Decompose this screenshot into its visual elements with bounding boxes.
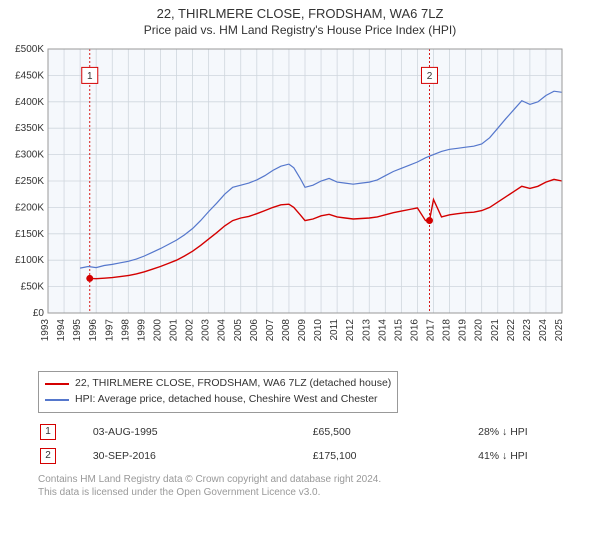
legend-label: HPI: Average price, detached house, Ches… [75, 392, 378, 408]
svg-text:2018: 2018 [442, 319, 453, 342]
attribution: Contains HM Land Registry data © Crown c… [38, 473, 592, 499]
svg-text:2004: 2004 [217, 319, 228, 342]
sale-price: £175,100 [313, 445, 476, 467]
svg-text:1999: 1999 [136, 319, 147, 342]
sale-date: 03-AUG-1995 [93, 421, 311, 443]
legend-swatch [45, 383, 69, 385]
svg-text:1994: 1994 [56, 319, 67, 342]
table-row: 2 30-SEP-2016£175,10041% ↓ HPI [40, 445, 590, 467]
legend-label: 22, THIRLMERE CLOSE, FRODSHAM, WA6 7LZ (… [75, 376, 391, 392]
svg-text:2020: 2020 [474, 319, 485, 342]
svg-text:1: 1 [87, 71, 93, 82]
svg-text:2008: 2008 [281, 319, 292, 342]
svg-text:£500K: £500K [15, 44, 44, 55]
svg-text:2001: 2001 [169, 319, 180, 342]
svg-text:2009: 2009 [297, 319, 308, 342]
sale-delta: 28% ↓ HPI [478, 421, 590, 443]
sales-table: 1 03-AUG-1995£65,50028% ↓ HPI 2 30-SEP-2016… [38, 419, 592, 469]
svg-text:2019: 2019 [458, 319, 469, 342]
svg-text:£450K: £450K [15, 70, 44, 81]
svg-text:2006: 2006 [249, 319, 260, 342]
svg-text:£100K: £100K [15, 255, 44, 266]
svg-text:£350K: £350K [15, 123, 44, 134]
svg-text:2013: 2013 [361, 319, 372, 342]
svg-text:2023: 2023 [522, 319, 533, 342]
svg-text:2: 2 [427, 71, 433, 82]
svg-text:2002: 2002 [185, 319, 196, 342]
svg-text:2017: 2017 [426, 319, 437, 342]
chart-svg: £0 £50K £100K £150K £200K £250K £300K £350K £400… [8, 43, 568, 363]
svg-text:£200K: £200K [15, 202, 44, 213]
svg-text:2014: 2014 [377, 319, 388, 342]
svg-text:£50K: £50K [21, 282, 45, 293]
legend: 22, THIRLMERE CLOSE, FRODSHAM, WA6 7LZ (… [38, 371, 398, 413]
svg-text:2022: 2022 [506, 319, 517, 342]
chart-area: £0 £50K £100K £150K £200K £250K £300K £350K £400… [8, 43, 592, 363]
svg-text:£150K: £150K [15, 229, 44, 240]
svg-text:2016: 2016 [409, 319, 420, 342]
attribution-line: This data is licensed under the Open Gov… [38, 486, 592, 499]
svg-text:£400K: £400K [15, 97, 44, 108]
chart-title: 22, THIRLMERE CLOSE, FRODSHAM, WA6 7LZ [8, 6, 592, 21]
svg-text:1996: 1996 [88, 319, 99, 342]
svg-text:1995: 1995 [72, 319, 83, 342]
svg-text:£300K: £300K [15, 150, 44, 161]
svg-text:2003: 2003 [201, 319, 212, 342]
legend-row: HPI: Average price, detached house, Ches… [45, 392, 391, 408]
svg-text:2000: 2000 [152, 319, 163, 342]
svg-text:1998: 1998 [120, 319, 131, 342]
svg-text:£0: £0 [33, 308, 45, 319]
svg-text:2012: 2012 [345, 319, 356, 342]
chart-subtitle: Price paid vs. HM Land Registry's House … [8, 23, 592, 37]
svg-text:1993: 1993 [40, 319, 51, 342]
svg-text:2021: 2021 [490, 319, 501, 342]
legend-swatch [45, 399, 69, 401]
svg-text:£250K: £250K [15, 176, 44, 187]
svg-text:2015: 2015 [393, 319, 404, 342]
table-row: 1 03-AUG-1995£65,50028% ↓ HPI [40, 421, 590, 443]
sale-price: £65,500 [313, 421, 476, 443]
svg-text:2024: 2024 [538, 319, 549, 342]
svg-text:2025: 2025 [554, 319, 565, 342]
svg-text:2011: 2011 [329, 319, 340, 341]
svg-text:2007: 2007 [265, 319, 276, 342]
svg-text:2010: 2010 [313, 319, 324, 342]
sale-marker-box: 2 [40, 448, 56, 464]
sale-marker-box: 1 [40, 424, 56, 440]
sale-delta: 41% ↓ HPI [478, 445, 590, 467]
legend-row: 22, THIRLMERE CLOSE, FRODSHAM, WA6 7LZ (… [45, 376, 391, 392]
attribution-line: Contains HM Land Registry data © Crown c… [38, 473, 592, 486]
svg-text:1997: 1997 [104, 319, 115, 342]
svg-text:2005: 2005 [233, 319, 244, 342]
sale-date: 30-SEP-2016 [93, 445, 311, 467]
